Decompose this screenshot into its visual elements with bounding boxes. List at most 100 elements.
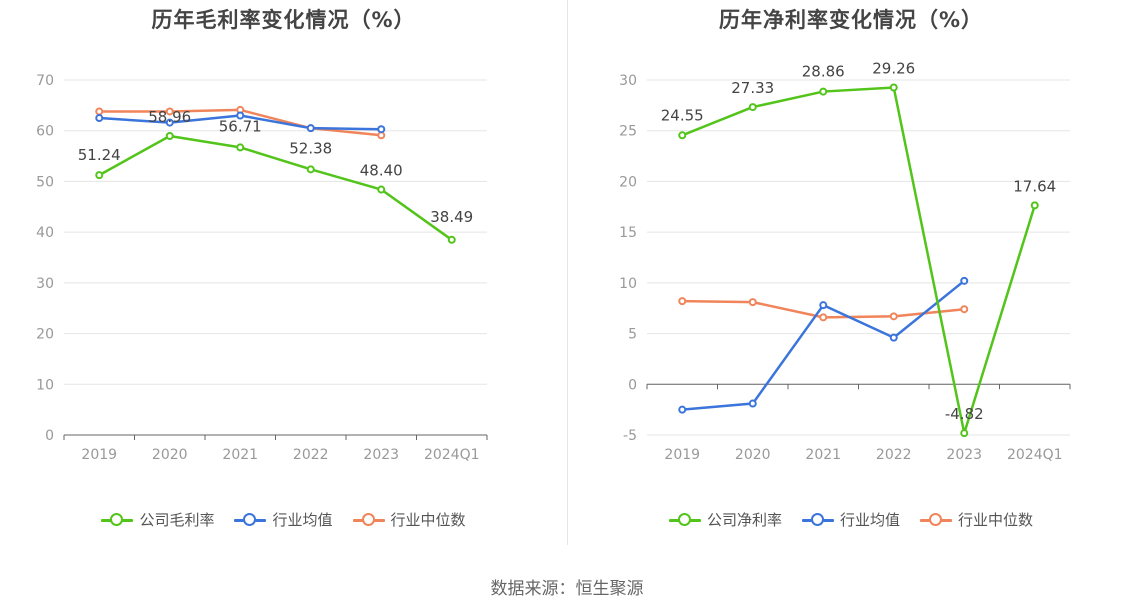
panel-divider	[567, 0, 568, 545]
data-label: -4.82	[945, 405, 984, 423]
y-tick-label: 40	[36, 225, 54, 241]
series-line	[681, 86, 1036, 435]
data-label: 48.40	[360, 162, 403, 180]
x-tick-label: 2020	[735, 447, 771, 463]
x-tick-label: 2023	[363, 447, 399, 463]
y-tick-label: 25	[619, 124, 637, 140]
legend-item[interactable]: 行业均值	[801, 509, 900, 530]
data-point	[819, 313, 828, 322]
data-point	[95, 114, 104, 123]
legend-swatch	[352, 512, 385, 527]
data-label: 24.55	[661, 106, 704, 124]
x-tick-label: 2024Q1	[1007, 447, 1063, 463]
data-point	[165, 131, 174, 140]
x-tick-label: 2019	[81, 447, 117, 463]
legend-label: 行业中位数	[958, 511, 1034, 529]
data-point	[819, 87, 828, 96]
y-tick-label: 30	[619, 73, 637, 89]
y-tick-label: 60	[36, 124, 54, 140]
data-point	[960, 305, 969, 314]
data-point	[165, 118, 174, 127]
y-tick-label: 50	[36, 174, 54, 190]
data-label: 38.49	[430, 208, 473, 226]
chart-title: 历年毛利率变化情况（%）	[151, 8, 416, 32]
x-tick-label: 2023	[946, 447, 982, 463]
legend-swatch	[920, 512, 952, 527]
data-point	[447, 235, 456, 244]
data-label: 58.96	[148, 108, 191, 126]
y-tick-label: 20	[619, 174, 637, 190]
net-margin-chart: 历年净利率变化情况（%） -5 0 5 10 15 20 25 30 2019 2020 2021 2…	[568, 0, 1134, 545]
data-point	[748, 103, 757, 112]
y-tick-label: 10	[36, 377, 54, 393]
data-point	[236, 143, 245, 152]
data-point	[678, 131, 687, 140]
legend: 公司毛利率 行业均值 行业中位数	[0, 509, 567, 530]
legend-item[interactable]: 行业中位数	[352, 509, 466, 530]
y-tick-label: 0	[45, 428, 54, 444]
legend-label: 行业均值	[272, 511, 333, 529]
legend-item[interactable]: 公司净利率	[668, 509, 782, 530]
legend-label: 行业中位数	[390, 511, 466, 529]
data-point	[889, 333, 898, 342]
legend-label: 公司净利率	[706, 511, 782, 529]
data-point	[377, 185, 386, 194]
data-point	[960, 276, 969, 285]
data-point	[889, 83, 898, 92]
x-tick-label: 2019	[664, 447, 700, 463]
y-tick-label: 5	[628, 327, 637, 343]
legend-swatch	[668, 512, 701, 527]
y-tick-label: -5	[623, 428, 637, 444]
data-point	[819, 301, 828, 310]
gross-margin-chart: 历年毛利率变化情况（%） 0 10 20 30 40 50 60 70 2019 2020 2021…	[0, 0, 567, 545]
data-point	[95, 107, 104, 116]
y-tick-label: 70	[36, 73, 54, 89]
legend-item[interactable]: 行业均值	[234, 509, 333, 530]
data-point	[306, 165, 315, 174]
data-label: 51.24	[78, 146, 121, 164]
y-tick-label: 0	[628, 377, 637, 393]
data-point	[165, 107, 174, 116]
x-tick-label: 2021	[805, 447, 841, 463]
data-point	[748, 298, 757, 307]
legend-label: 公司毛利率	[139, 511, 215, 529]
data-point	[1030, 201, 1039, 210]
data-source: 数据来源：恒生聚源	[490, 579, 644, 599]
gross-margin-plot: 0 10 20 30 40 50 60 70 2019 2020 2021 2022 2023 2024Q…	[36, 73, 488, 463]
data-point	[748, 399, 757, 408]
y-tick-label: 30	[36, 276, 54, 292]
legend-item[interactable]: 行业中位数	[920, 509, 1033, 530]
data-label: 17.64	[1013, 177, 1056, 195]
x-tick-label: 2020	[152, 447, 188, 463]
data-label: 52.38	[289, 139, 332, 157]
x-tick-label: 2022	[876, 447, 912, 463]
legend-swatch	[101, 512, 134, 527]
data-point	[960, 429, 969, 438]
data-label: 28.86	[802, 63, 845, 81]
data-point	[377, 125, 386, 134]
legend: 公司净利率 行业均值 行业中位数	[568, 509, 1134, 530]
chart-title: 历年净利率变化情况（%）	[718, 8, 984, 32]
data-point	[95, 171, 104, 180]
legend-swatch	[801, 512, 834, 527]
x-tick-label: 2021	[222, 447, 258, 463]
x-tick-label: 2024Q1	[424, 447, 480, 463]
data-point	[678, 405, 687, 414]
y-tick-label: 20	[36, 327, 54, 343]
data-label: 29.26	[872, 60, 915, 78]
legend-swatch	[234, 512, 267, 527]
net-margin-plot: -5 0 5 10 15 20 25 30 2019 2020 2021 2022 2023 2024Q1…	[619, 60, 1071, 463]
series-line	[98, 134, 453, 241]
data-point	[678, 297, 687, 306]
y-tick-label: 10	[619, 276, 637, 292]
y-tick-label: 15	[619, 225, 637, 241]
data-point	[236, 111, 245, 120]
series-line	[682, 279, 966, 411]
data-label: 56.71	[219, 117, 262, 135]
legend-item[interactable]: 公司毛利率	[101, 509, 214, 530]
data-label: 27.33	[731, 79, 774, 97]
data-point	[889, 312, 898, 321]
data-point	[306, 124, 315, 133]
legend-label: 行业均值	[839, 511, 900, 529]
x-tick-label: 2022	[293, 447, 329, 463]
